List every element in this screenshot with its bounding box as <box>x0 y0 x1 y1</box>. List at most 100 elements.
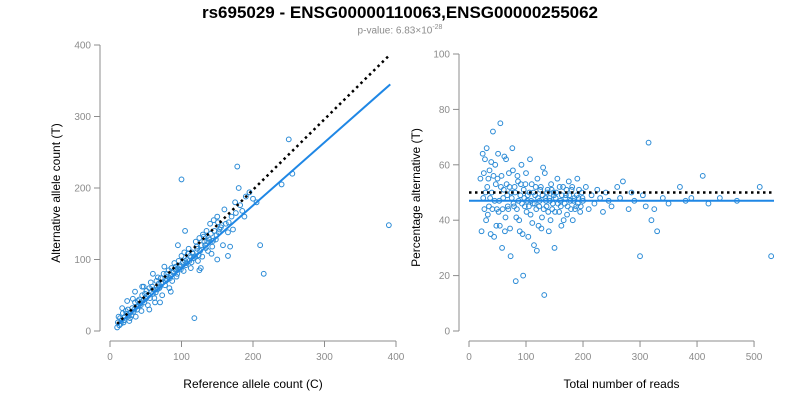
data-point <box>569 217 576 224</box>
data-point <box>157 299 163 306</box>
data-point <box>548 186 555 193</box>
data-point <box>480 170 487 177</box>
data-point <box>551 245 558 251</box>
data-point <box>494 175 501 182</box>
data-point <box>768 253 775 260</box>
data-point <box>155 274 161 281</box>
data-point <box>232 199 239 206</box>
data-point <box>225 219 232 226</box>
data-point <box>132 313 139 320</box>
data-point <box>637 253 643 260</box>
data-point <box>177 266 184 273</box>
expected-ratio-line <box>116 54 390 325</box>
data-point <box>699 172 706 179</box>
x-tick-label: 0 <box>466 352 472 363</box>
data-point <box>230 226 236 233</box>
data-point <box>545 228 552 235</box>
data-point <box>235 185 242 191</box>
data-point <box>479 150 486 157</box>
data-point <box>499 245 505 251</box>
data-point <box>181 249 188 256</box>
data-point <box>491 233 497 240</box>
data-point <box>533 206 540 213</box>
data-point <box>207 220 214 227</box>
data-point <box>525 233 532 240</box>
data-point <box>523 208 530 215</box>
data-point <box>625 206 632 213</box>
data-point <box>126 318 133 324</box>
data-point <box>558 222 565 229</box>
data-point <box>160 270 167 277</box>
data-point <box>543 203 550 210</box>
data-point <box>139 283 146 290</box>
data-point <box>620 178 626 185</box>
data-point <box>591 200 598 207</box>
data-point <box>227 243 234 250</box>
data-point <box>600 208 606 215</box>
data-point <box>205 248 211 254</box>
x-tick-label: 300 <box>316 352 333 363</box>
data-point <box>500 186 507 193</box>
data-point <box>523 170 529 177</box>
data-point <box>585 206 592 213</box>
data-point <box>533 247 540 254</box>
data-point <box>573 192 580 199</box>
data-point <box>481 206 488 213</box>
data-point <box>182 262 189 269</box>
data-point <box>487 195 493 201</box>
data-point <box>511 184 518 190</box>
x-axis-title: Reference allele count (C) <box>183 377 322 391</box>
data-point <box>539 214 545 221</box>
data-point <box>572 206 578 213</box>
data-point <box>257 242 264 249</box>
data-point <box>180 268 187 274</box>
data-point <box>490 128 496 135</box>
data-point <box>511 203 517 210</box>
data-point <box>195 258 201 264</box>
data-point <box>493 222 500 229</box>
data-point <box>124 298 131 304</box>
data-point <box>163 270 170 277</box>
data-point <box>527 211 534 218</box>
data-point <box>199 253 206 260</box>
data-point <box>688 195 695 201</box>
data-point <box>516 228 523 235</box>
data-point <box>497 120 504 127</box>
data-point <box>214 213 221 220</box>
data-point <box>129 295 136 302</box>
data-point <box>232 210 239 216</box>
data-point <box>540 206 547 213</box>
data-point <box>132 288 138 295</box>
y-tick-label: 100 <box>433 50 450 61</box>
data-point <box>150 270 156 277</box>
data-point <box>544 189 551 196</box>
data-point <box>554 175 561 182</box>
data-point <box>537 186 544 193</box>
data-point <box>540 164 547 171</box>
x-tick-label: 100 <box>518 352 535 363</box>
data-point <box>541 292 548 298</box>
data-point <box>556 208 562 215</box>
data-point <box>564 211 570 218</box>
data-point <box>175 242 181 249</box>
y-tick-label: 0 <box>85 327 91 338</box>
data-point <box>486 203 492 210</box>
y-tick-label: 80 <box>439 105 451 116</box>
data-point <box>178 176 185 183</box>
data-point <box>527 156 533 163</box>
data-point <box>705 200 712 207</box>
data-point <box>574 175 581 182</box>
data-point <box>487 231 494 237</box>
data-point <box>569 184 576 190</box>
data-point <box>520 272 527 279</box>
data-point <box>516 217 523 224</box>
x-tick-label: 200 <box>245 352 262 363</box>
data-point <box>677 184 683 190</box>
y-tick-label: 300 <box>74 112 91 123</box>
data-point <box>161 263 168 270</box>
data-point <box>508 195 515 201</box>
chart-title: rs695029 - ENSG00000110063,ENSG000002550… <box>201 3 599 22</box>
data-point <box>209 243 216 250</box>
data-point <box>203 228 210 234</box>
